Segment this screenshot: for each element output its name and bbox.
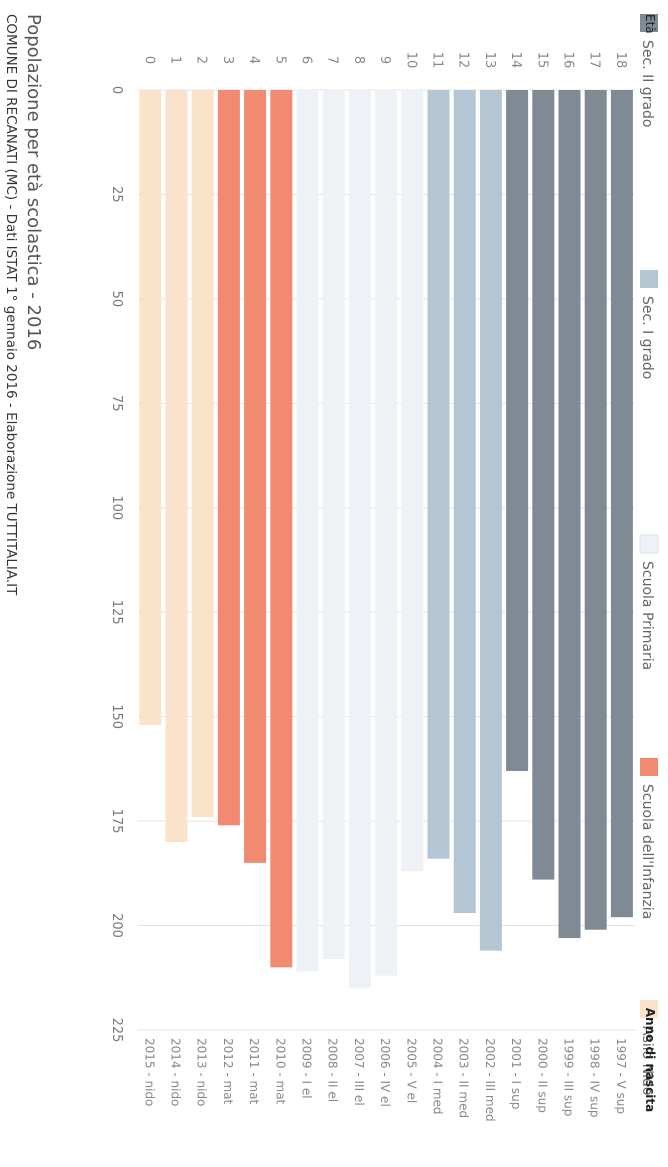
- age-label: 10: [403, 52, 418, 69]
- birth-year-label: 2009 - I el: [300, 1038, 314, 1099]
- x-tick-label: 0: [109, 86, 124, 94]
- birth-year-label: 2013 - nido: [195, 1038, 209, 1106]
- x-tick-label: 25: [109, 186, 124, 203]
- birth-year-label: 1997 - V sup: [614, 1038, 628, 1114]
- age-label: 14: [508, 52, 523, 69]
- legend-label: Sec. I grado: [639, 296, 655, 379]
- legend-swatch: [640, 14, 658, 32]
- bar-age-2: [191, 90, 214, 817]
- bar-age-11: [427, 90, 450, 859]
- chart-title: Popolazione per età scolastica - 2016: [23, 14, 44, 350]
- legend-label: Sec. II grado: [639, 40, 655, 127]
- x-tick-label: 100: [109, 495, 124, 520]
- bar-age-7: [322, 90, 345, 959]
- birth-year-label: 2010 - mat: [273, 1038, 287, 1105]
- age-label: 9: [377, 56, 392, 64]
- bar-age-4: [244, 90, 267, 863]
- age-label: 0: [141, 56, 156, 64]
- legend-swatch: [640, 758, 658, 776]
- bar-age-0: [139, 90, 162, 726]
- birth-year-label: 2008 - II el: [326, 1038, 340, 1102]
- bar-age-3: [217, 90, 240, 826]
- birth-year-label: 1998 - IV sup: [588, 1038, 602, 1118]
- age-label: 5: [272, 56, 287, 64]
- bar-age-13: [479, 90, 502, 951]
- legend-swatch: [640, 1000, 658, 1018]
- x-axis-ticks: 0 25 50 75 100 125 150 175 200 225: [109, 86, 124, 1043]
- age-label: 7: [325, 56, 340, 64]
- age-label: 11: [430, 52, 445, 69]
- x-tick-label: 150: [109, 704, 124, 729]
- age-label: 2: [194, 56, 209, 64]
- x-tick-label: 200: [109, 913, 124, 938]
- birth-axis-header: Anno di nascita: [643, 1008, 657, 1113]
- birth-year-label: 2015 - nido: [142, 1038, 156, 1106]
- birth-year-label: 2003 - II med: [457, 1038, 471, 1118]
- bar-age-15: [532, 90, 555, 880]
- birth-year-label: 2006 - IV el: [378, 1038, 392, 1107]
- bar-age-12: [453, 90, 476, 914]
- bar-age-1: [165, 90, 188, 842]
- x-tick-label: 175: [109, 809, 124, 834]
- bar-age-9: [375, 90, 398, 976]
- age-label: 8: [351, 56, 366, 64]
- age-label: 13: [482, 52, 497, 69]
- age-label: 12: [456, 52, 471, 69]
- x-tick-label: 125: [109, 600, 124, 625]
- legend-label: Asilo Nido: [639, 1026, 655, 1095]
- age-label: 1: [168, 56, 183, 64]
- x-tick-label: 225: [109, 1018, 124, 1043]
- age-label: 16: [561, 52, 576, 69]
- birth-year-label: 2007 - III el: [352, 1038, 366, 1106]
- age-label: 4: [246, 56, 261, 64]
- age-label: 6: [299, 56, 314, 64]
- birth-year-label: 2012 - mat: [221, 1038, 235, 1105]
- legend-swatch: [640, 270, 658, 288]
- bar-age-18: [610, 90, 633, 918]
- bars: [139, 90, 633, 989]
- age-label: 17: [587, 52, 602, 69]
- chart-subtitle: COMUNE DI RECANATI (MC) - Dati ISTAT 1° …: [3, 14, 19, 596]
- legend-label: Scuola dell'Infanzia: [639, 784, 655, 919]
- bar-age-14: [506, 90, 529, 771]
- birth-year-label: 2002 - III med: [483, 1038, 497, 1122]
- legend-swatch: [639, 534, 659, 554]
- x-tick-label: 75: [109, 395, 124, 412]
- bar-age-10: [401, 90, 424, 872]
- birth-year-label: 2005 - V el: [404, 1038, 418, 1103]
- bar-age-17: [584, 90, 607, 930]
- birth-year-label: 2014 - nido: [169, 1038, 183, 1106]
- birth-year-label: 2011 - mat: [247, 1038, 261, 1105]
- birth-year-label: 2001 - I sup: [509, 1038, 523, 1109]
- birth-year-label: 1999 - III sup: [562, 1038, 576, 1116]
- legend-label: Scuola Primaria: [639, 561, 655, 670]
- birth-labels: 1997 - V sup 1998 - IV sup 1999 - III sup 2…: [142, 1038, 628, 1122]
- age-label: 18: [613, 52, 628, 69]
- bar-age-5: [270, 90, 293, 968]
- bar-age-16: [558, 90, 581, 939]
- bar-age-8: [348, 90, 371, 989]
- x-tick-label: 50: [109, 291, 124, 308]
- birth-year-label: 2004 - I med: [431, 1038, 445, 1115]
- legend: Sec. II grado Sec. I grado Scuola Primaria…: [639, 14, 659, 1095]
- bar-age-6: [296, 90, 319, 972]
- age-label: 3: [220, 56, 235, 64]
- age-label: 15: [534, 52, 549, 69]
- birth-year-label: 2000 - II sup: [535, 1038, 549, 1113]
- age-axis-header: Età: [643, 14, 657, 34]
